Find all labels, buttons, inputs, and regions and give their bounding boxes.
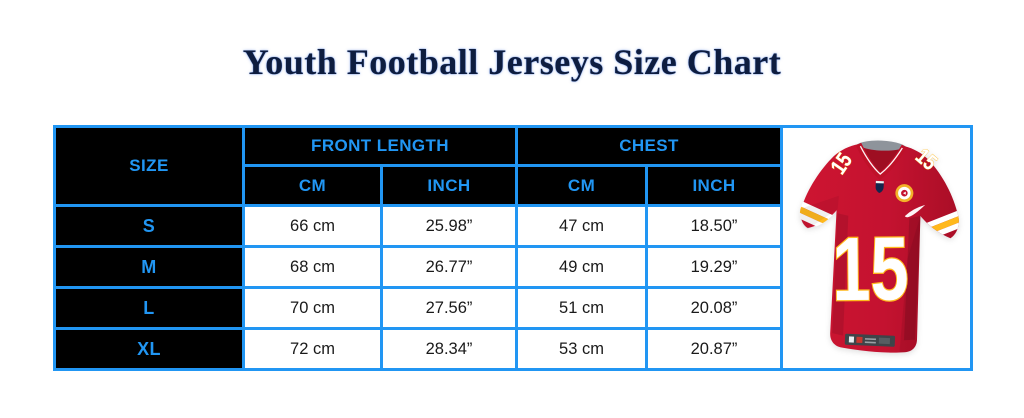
- table-row-l: L 70 cm 27.56” 51 cm 20.08”: [53, 286, 972, 330]
- header-row-groups: SIZE FRONT LENGTH CHEST: [53, 125, 974, 371]
- nike-swoosh-icon: [904, 204, 925, 218]
- table-row-s: S 66 cm 25.98” 47 cm 18.50”: [53, 204, 972, 248]
- jock-tag: [844, 333, 895, 347]
- size-chart-table: SIZE FRONT LENGTH CHEST: [53, 125, 974, 371]
- chest-cm-cell: 51 cm: [515, 286, 649, 330]
- table-row-xl: XL 72 cm 28.34” 53 cm 20.87”: [53, 327, 972, 371]
- front-cm-cell: 68 cm: [242, 245, 383, 289]
- nfl-shield-icon: [875, 180, 884, 194]
- front-cm-cell: 70 cm: [242, 286, 383, 330]
- front-inch-cell: 25.98”: [379, 204, 519, 248]
- size-cell: M: [53, 245, 245, 289]
- jersey-image-cell: 15 15 15: [780, 125, 974, 371]
- chest-inch-cell: 20.08”: [645, 286, 784, 330]
- chiefs-patch-icon: [894, 184, 913, 203]
- header-front-inch: INCH: [379, 164, 519, 207]
- jersey-product-image: 15 15 15: [785, 130, 969, 367]
- header-row-units: CM INCH CM INCH: [55, 164, 972, 207]
- jersey-chest-number: 15: [831, 218, 908, 319]
- header-chest-inch: INCH: [645, 164, 784, 207]
- chest-cm-cell: 49 cm: [515, 245, 649, 289]
- jersey-collar: [855, 142, 907, 181]
- chest-inch-cell: 19.29”: [645, 245, 784, 289]
- chest-inch-cell: 18.50”: [645, 204, 784, 248]
- header-size: SIZE: [53, 125, 245, 207]
- front-inch-cell: 27.56”: [379, 286, 519, 330]
- header-front-length: FRONT LENGTH: [241, 125, 519, 167]
- chest-cm-cell: 47 cm: [515, 204, 649, 248]
- size-cell: L: [53, 286, 245, 330]
- jersey-illustration: 15 15 15: [798, 140, 961, 353]
- front-cm-cell: 72 cm: [242, 327, 383, 371]
- jersey-body: [800, 144, 959, 353]
- size-cell: S: [53, 204, 245, 248]
- header-chest-cm: CM: [515, 164, 649, 207]
- front-inch-cell: 28.34”: [379, 327, 519, 371]
- chest-inch-cell: 20.87”: [645, 327, 784, 371]
- chest-cm-cell: 53 cm: [515, 327, 649, 371]
- header-front-cm: CM: [242, 164, 383, 207]
- page-title: Youth Football Jerseys Size Chart: [242, 42, 782, 82]
- front-inch-cell: 26.77”: [379, 245, 519, 289]
- table-row-m: M 68 cm 26.77” 49 cm 19.29”: [53, 245, 972, 289]
- header-chest: CHEST: [515, 125, 784, 167]
- front-cm-cell: 66 cm: [242, 204, 383, 248]
- size-cell: XL: [53, 327, 245, 371]
